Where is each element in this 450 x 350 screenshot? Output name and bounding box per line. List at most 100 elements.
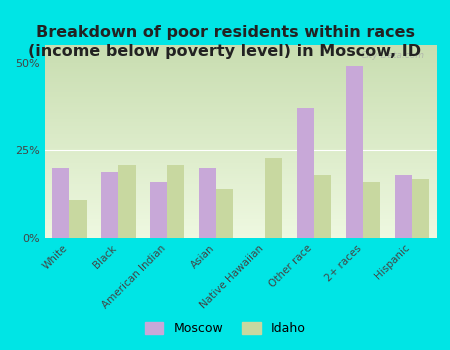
Bar [45,46,436,47]
Bar [45,184,436,186]
Bar [45,209,436,211]
Bar [412,178,429,238]
Bar [45,74,436,76]
Bar [45,51,436,53]
Bar [45,161,436,163]
Bar [297,108,314,238]
Bar [45,107,436,109]
Bar [45,186,436,188]
Bar [118,164,135,238]
Bar [45,70,436,72]
Bar [45,109,436,111]
Bar [45,174,436,176]
Bar [45,53,436,55]
Bar [45,103,436,105]
Bar [45,90,436,92]
Bar [45,215,436,217]
Bar [45,148,436,149]
Bar [45,163,436,165]
Bar [45,82,436,84]
Bar [101,172,118,238]
Bar [45,230,436,232]
Bar [363,182,380,238]
Bar [45,199,436,201]
Bar [45,220,436,223]
Bar [45,76,436,78]
Bar [45,97,436,99]
Bar [45,115,436,117]
Bar [45,117,436,119]
Bar [346,66,363,238]
Bar [45,119,436,120]
Bar [45,128,436,130]
Bar [45,170,436,173]
Bar [45,96,436,97]
Bar [45,149,436,151]
Bar [45,205,436,207]
Bar [45,157,436,159]
Bar [45,176,436,178]
Bar [167,164,184,238]
Bar [45,59,436,61]
Bar [45,146,436,148]
Bar [45,192,436,194]
Bar [45,57,436,59]
Bar [45,92,436,93]
Bar [45,126,436,128]
Bar [45,105,436,107]
Bar [45,202,436,203]
Bar [45,120,436,122]
Bar [45,142,436,143]
Bar [45,49,436,51]
Bar [45,80,436,82]
Bar [45,138,436,140]
Bar [265,158,282,238]
Bar [45,207,436,209]
Bar [45,78,436,80]
Bar [45,203,436,205]
Bar [45,173,436,174]
Bar [45,236,436,238]
Bar [45,182,436,184]
Bar [45,169,436,171]
Text: City-Data.com: City-Data.com [361,51,425,60]
Bar [45,190,436,192]
Bar [45,63,436,65]
Bar [45,88,436,90]
Bar [199,168,216,238]
Bar [45,144,436,146]
Bar [45,136,436,138]
Bar [45,47,436,49]
Bar [45,178,436,180]
Bar [45,134,436,136]
Bar [45,167,436,169]
Bar [45,232,436,234]
Bar [45,66,436,69]
Bar [45,194,436,196]
Bar [150,182,167,238]
Bar [45,159,436,161]
Bar [45,61,436,63]
Bar [45,65,436,66]
Bar [45,55,436,57]
Bar [314,175,331,238]
Bar [216,189,234,238]
Bar [45,225,436,226]
Bar [45,223,436,225]
Bar [45,140,436,142]
Bar [45,226,436,229]
Bar [45,86,436,88]
Bar [45,196,436,197]
Bar [45,99,436,102]
Bar [45,132,436,134]
Bar [45,153,436,155]
Text: Breakdown of poor residents within races
(income below poverty level) in Moscow,: Breakdown of poor residents within races… [28,25,422,59]
Legend: Moscow, Idaho: Moscow, Idaho [140,317,310,340]
Bar [45,102,436,103]
Bar [45,84,436,86]
Bar [45,217,436,219]
Bar [45,197,436,199]
Bar [45,229,436,230]
Bar [69,199,86,238]
Bar [45,111,436,113]
